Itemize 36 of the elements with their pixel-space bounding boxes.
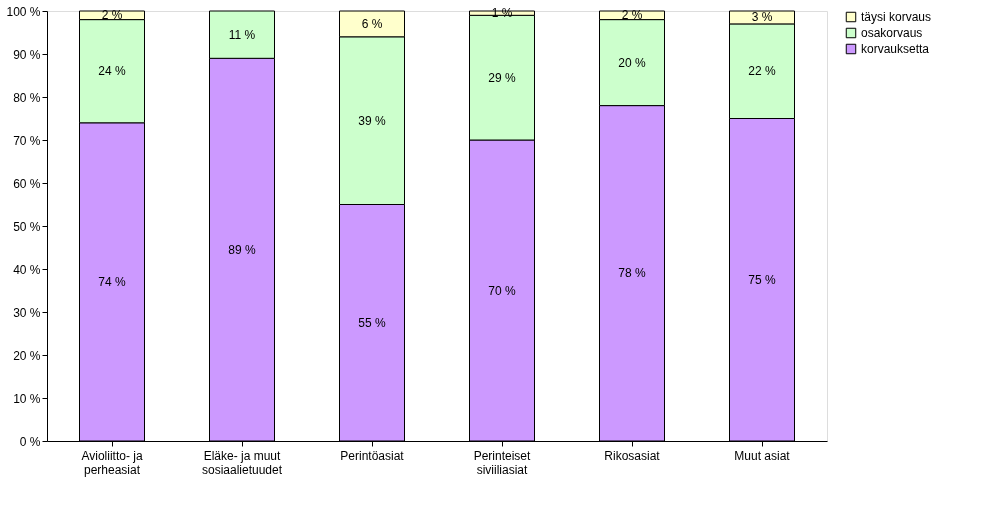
x-tick-label: Eläke- ja muut sosiaalietuudet <box>201 448 283 477</box>
data-label: 2 % <box>101 8 123 23</box>
x-tick-label: Perintöasiat <box>340 448 405 463</box>
y-tick-label: 0 % <box>19 434 41 449</box>
data-label: 39 % <box>358 113 386 128</box>
y-tick-label: 40 % <box>13 262 41 277</box>
y-tick-label: 90 % <box>13 47 41 62</box>
data-label: 24 % <box>98 64 126 79</box>
data-label: 6 % <box>361 16 383 31</box>
data-label: 20 % <box>618 55 646 70</box>
data-label: 78 % <box>618 266 646 281</box>
data-label: 2 % <box>621 8 643 23</box>
x-tick-label: Muut asiat <box>734 448 791 463</box>
y-tick-label: 70 % <box>13 133 41 148</box>
data-label: 74 % <box>98 274 126 289</box>
y-tick-label: 80 % <box>13 90 41 105</box>
data-label: 29 % <box>488 70 516 85</box>
data-label: 70 % <box>488 283 516 298</box>
y-tick-label: 20 % <box>13 348 41 363</box>
data-label: 22 % <box>748 64 776 79</box>
y-tick-label: 10 % <box>13 391 41 406</box>
legend-label: korvauksetta <box>861 42 930 56</box>
legend-label: täysi korvaus <box>861 10 932 24</box>
x-tick-label: Avioliitto- ja perheasiat <box>81 448 143 477</box>
data-label: 75 % <box>748 272 776 287</box>
legend-label: osakorvaus <box>861 26 923 40</box>
y-tick-label: 50 % <box>13 219 41 234</box>
data-label: 3 % <box>751 10 773 25</box>
y-tick-label: 100 % <box>6 4 41 19</box>
data-label: 89 % <box>228 242 256 257</box>
x-tick-label: Rikosasiat <box>604 448 661 463</box>
data-label: 11 % <box>228 27 256 42</box>
x-tick-label: Perinteiset siviiliasiat <box>473 448 532 477</box>
data-label: 55 % <box>358 315 386 330</box>
y-tick-label: 30 % <box>13 305 41 320</box>
y-tick-label: 60 % <box>13 176 41 191</box>
